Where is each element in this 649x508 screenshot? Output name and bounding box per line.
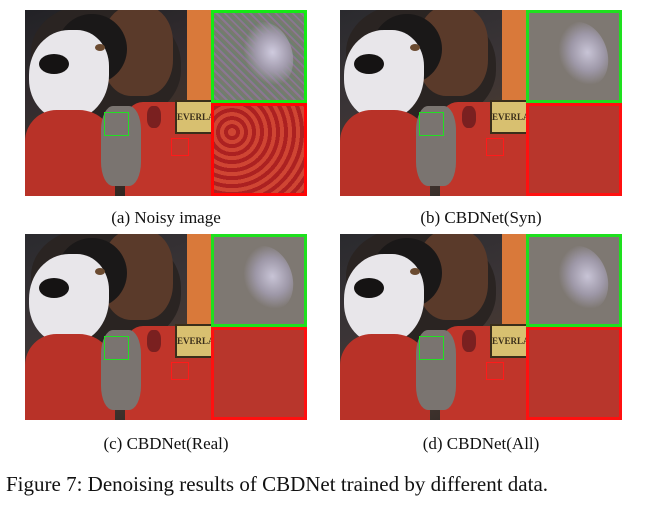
caption-d: (d) CBDNet(All) <box>422 434 540 453</box>
green-zoom-box <box>419 336 444 360</box>
panel-d-cbdnet-all: EVERLAST <box>340 234 622 420</box>
jacket-label: EVERLAST <box>490 100 526 134</box>
figure-caption-text: Denoising results of CBDNet trained by d… <box>87 472 549 496</box>
green-zoom-box <box>104 336 129 360</box>
green-zoom-box <box>419 112 444 136</box>
panel-b-cbdnet-syn: EVERLAST <box>340 10 622 196</box>
green-inset <box>211 234 307 327</box>
red-zoom-box <box>486 138 504 156</box>
green-zoom-box <box>104 112 129 136</box>
caption-a: (a) Noisy image <box>111 208 221 227</box>
panel-a-noisy-image: EVERLAST <box>25 10 307 196</box>
green-inset <box>526 234 622 327</box>
caption-c: (c) CBDNet(Real) <box>103 434 229 453</box>
panel-c-cbdnet-real: EVERLAST <box>25 234 307 420</box>
jacket-label: EVERLAST <box>175 100 211 134</box>
dog-photo: EVERLAST <box>25 10 211 196</box>
dog-photo: EVERLAST <box>340 10 526 196</box>
figure-number: Figure 7: <box>6 472 83 496</box>
caption-b: (b) CBDNet(Syn) <box>420 208 542 227</box>
red-zoom-box <box>171 138 189 156</box>
dog-photo: EVERLAST <box>340 234 526 420</box>
red-inset <box>211 103 307 196</box>
jacket-label: EVERLAST <box>175 324 211 358</box>
red-zoom-box <box>171 362 189 380</box>
red-inset <box>526 327 622 420</box>
dog-photo: EVERLAST <box>25 234 211 420</box>
green-inset <box>526 10 622 103</box>
red-inset <box>526 103 622 196</box>
jacket-label: EVERLAST <box>490 324 526 358</box>
red-inset <box>211 327 307 420</box>
figure-caption: Figure 7: Denoising results of CBDNet tr… <box>6 472 548 497</box>
red-zoom-box <box>486 362 504 380</box>
green-inset <box>211 10 307 103</box>
